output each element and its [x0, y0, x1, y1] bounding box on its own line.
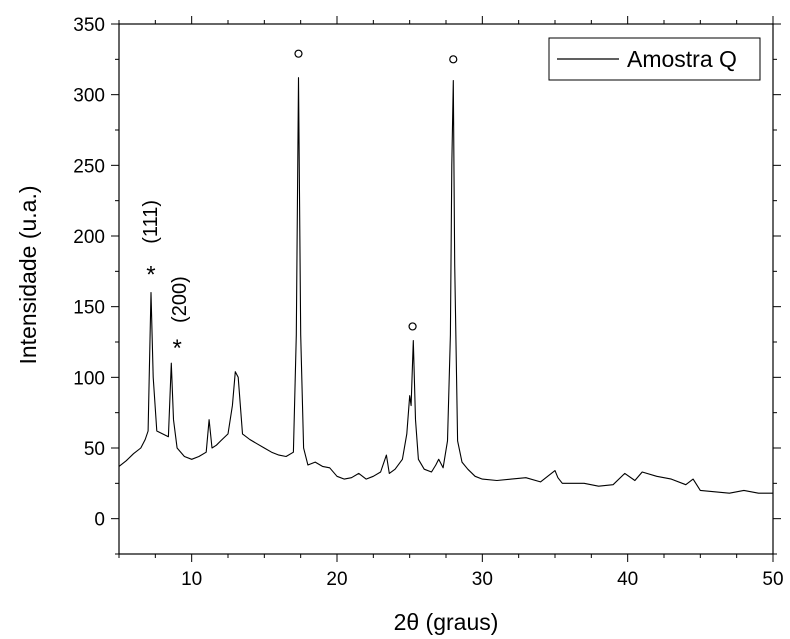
peak-marker-star: *: [146, 262, 155, 289]
peak-marker-circle: [294, 49, 303, 58]
peak-marker-circle: [449, 55, 458, 64]
y-tick-label: 50: [84, 439, 105, 460]
y-tick-label: 0: [94, 510, 105, 531]
peak-marker-circle: [408, 322, 417, 331]
series-line-amostra-q: [118, 77, 773, 494]
axes: 10 20 30 40 50 0 50 100 150 200 250 300 350: [73, 15, 783, 590]
peak-marker-star: *: [172, 335, 181, 362]
y-tick-label: 200: [73, 227, 105, 248]
legend-label: Amostra Q: [627, 46, 737, 72]
miller-index-label: (200): [169, 276, 191, 323]
x-tick-label: 10: [181, 569, 202, 590]
x-tick-label: 50: [762, 569, 783, 590]
x-tick-label: 30: [472, 569, 493, 590]
y-tick-label: 250: [73, 156, 105, 177]
y-tick-label: 350: [73, 15, 105, 36]
x-tick-label: 40: [617, 569, 638, 590]
annotations-layer: * (111) * (200): [140, 49, 458, 362]
miller-index-label: (111): [140, 200, 162, 244]
plot-frame: [118, 23, 774, 555]
y-tick-label: 100: [73, 368, 105, 389]
y-axis-title: Intensidade (u.a.): [15, 185, 41, 364]
x-axis-title: 2θ (graus): [394, 609, 499, 635]
x-tick-label: 20: [326, 569, 347, 590]
legend: Amostra Q: [548, 37, 761, 81]
series-layer: [118, 77, 773, 494]
y-tick-label: 300: [73, 86, 105, 107]
y-tick-label: 150: [73, 298, 105, 319]
